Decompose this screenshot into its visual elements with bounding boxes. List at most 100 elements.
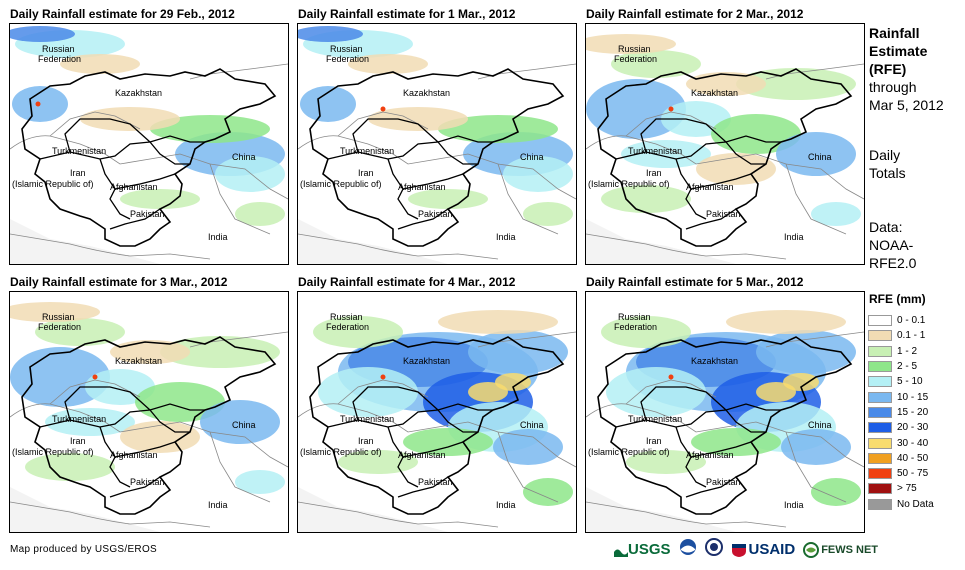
map-label-iran-2: (Islamic Republic of)	[300, 447, 382, 457]
map-label-russia-1: Russian	[42, 312, 75, 322]
rainfall-area	[438, 115, 558, 143]
rainfall-area	[776, 132, 856, 176]
legend-swatch	[868, 422, 892, 434]
panel-title-1: Daily Rainfall estimate for 29 Feb., 201…	[10, 7, 235, 21]
side-through: through	[869, 79, 917, 95]
country-border-thin	[586, 403, 864, 468]
legend-swatch	[868, 437, 892, 449]
map-label-iran-2: (Islamic Republic of)	[12, 179, 94, 189]
rainfall-area	[215, 156, 285, 192]
legend-swatch	[868, 498, 892, 510]
country-border-thin	[497, 163, 559, 235]
map-label-china: China	[232, 152, 256, 162]
map-label-iran-1: Iran	[646, 168, 662, 178]
rainfall-area	[348, 54, 428, 74]
side-data: Data: NOAA- RFE2.0	[869, 218, 916, 272]
sea-area	[10, 487, 160, 532]
map-panel-1: Russian Federation Kazakhstan Turkmenistan I…	[9, 23, 289, 265]
country-border-bold	[640, 118, 727, 153]
country-border-bold	[685, 476, 737, 498]
rainfall-area	[235, 202, 285, 226]
rainfall-area	[601, 316, 691, 348]
rainfall-area	[586, 79, 686, 139]
map-label-russia-2: Federation	[614, 322, 657, 332]
country-border-bold	[327, 135, 493, 160]
legend-swatch	[868, 361, 892, 373]
map-label-russia-1: Russian	[330, 312, 363, 322]
legend: 0 - 0.1 0.1 - 1 1 - 2 2 - 5 5 - 10 10 - 15 15 …	[868, 313, 934, 512]
country-border-thin	[298, 501, 499, 528]
map-label-russia-1: Russian	[618, 312, 651, 322]
country-border-thin	[586, 233, 787, 260]
rainfall-area	[200, 400, 280, 444]
fews-globe-icon	[803, 541, 820, 558]
country-border-bold	[114, 441, 176, 458]
map-label-kazakhstan: Kazakhstan	[691, 356, 738, 366]
legend-label: > 75	[897, 483, 917, 495]
legend-swatch	[868, 330, 892, 342]
country-border-thin	[785, 163, 847, 235]
rainfall-area	[811, 478, 861, 506]
legend-swatch	[868, 345, 892, 357]
legend-item: 15 - 20	[868, 405, 934, 420]
rainfall-area	[298, 26, 363, 42]
rainfall-area	[756, 330, 856, 374]
rainfall-area	[368, 107, 468, 131]
legend-swatch	[868, 452, 892, 464]
map-label-kazakhstan: Kazakhstan	[691, 88, 738, 98]
side-heading-1: Rainfall	[869, 25, 920, 41]
side-daily-2: Totals	[869, 165, 906, 181]
side-date: Mar 5, 2012	[869, 97, 944, 113]
map-label-iran-2: (Islamic Republic of)	[588, 179, 670, 189]
country-border-thin	[298, 403, 576, 468]
legend-label: 0 - 0.1	[897, 315, 926, 327]
map-label-pakistan: Pakistan	[130, 477, 165, 487]
map-panel-4: Russian Federation Kazakhstan Turkmenistan I…	[9, 291, 289, 533]
country-border-bold	[99, 158, 131, 220]
legend-swatch	[868, 406, 892, 418]
legend-label: 10 - 15	[897, 391, 929, 403]
map-label-china: China	[520, 420, 544, 430]
country-border-bold	[690, 441, 752, 458]
country-border-bold	[352, 386, 439, 421]
country-border-bold	[99, 426, 131, 488]
country-border-thin	[49, 379, 141, 405]
legend-item: 1 - 2	[868, 344, 934, 359]
map-label-india: India	[784, 500, 804, 510]
map-label-china: China	[520, 152, 544, 162]
map-panel-2: Russian Federation Kazakhstan Turkmenistan I…	[297, 23, 577, 265]
country-border-bold	[149, 409, 190, 433]
map-label-kazakhstan: Kazakhstan	[403, 88, 450, 98]
country-border-bold	[615, 135, 781, 160]
country-border-thin	[477, 63, 576, 80]
rainfall-area	[621, 140, 711, 168]
country-border-thin	[337, 111, 429, 137]
map-label-afghanistan: Afghanistan	[110, 182, 158, 192]
rainfall-area	[403, 428, 493, 456]
map-label-pakistan: Pakistan	[706, 209, 741, 219]
side-heading-3: (RFE)	[869, 61, 907, 77]
legend-label: 15 - 20	[897, 406, 929, 418]
legend-item: No Data	[868, 497, 934, 512]
map-label-iran-1: Iran	[646, 436, 662, 446]
map-label-afghanistan: Afghanistan	[398, 450, 446, 460]
map-label-pakistan: Pakistan	[130, 209, 165, 219]
panel-title-6: Daily Rainfall estimate for 5 Mar., 2012	[586, 275, 804, 289]
country-border-bold	[402, 441, 464, 458]
rainfall-area	[120, 421, 200, 453]
legend-item: 20 - 30	[868, 420, 934, 435]
legend-item: 50 - 75	[868, 466, 934, 481]
rainfall-area	[811, 202, 861, 226]
rainfall-hotspot	[92, 374, 98, 380]
country-border-bold	[437, 141, 478, 165]
map-label-iran-1: Iran	[70, 436, 86, 446]
country-border-thin	[209, 431, 271, 503]
map-label-turkmenistan: Turkmenistan	[52, 414, 106, 424]
map-panel-6: Russian Federation Kazakhstan Turkmenistan I…	[585, 291, 865, 533]
map-label-russia-1: Russian	[42, 44, 75, 54]
legend-swatch	[868, 376, 892, 388]
map-label-iran-1: Iran	[70, 168, 86, 178]
legend-item: > 75	[868, 481, 934, 496]
country-border-bold	[690, 173, 752, 190]
